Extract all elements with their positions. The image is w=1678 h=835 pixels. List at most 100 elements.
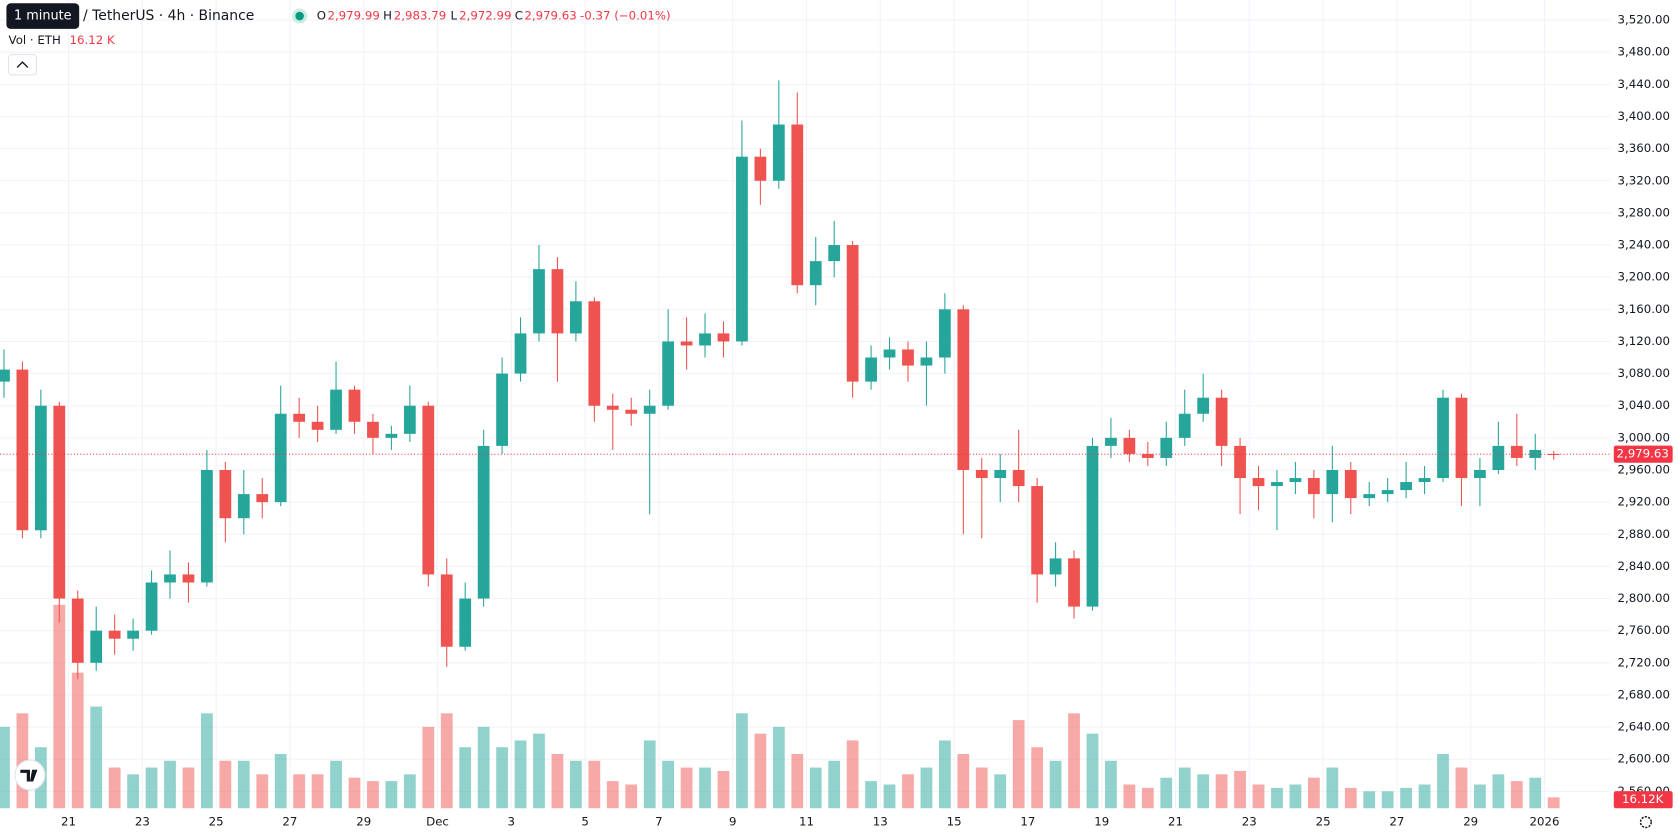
volume-bar <box>643 740 656 809</box>
volume-bar <box>662 760 675 809</box>
candle-body <box>975 469 988 479</box>
settings-icon[interactable] <box>1639 816 1652 829</box>
volume-bar <box>736 713 748 809</box>
volume-bar <box>920 767 933 809</box>
volume-bar <box>1049 760 1062 809</box>
x-tick-label: 23 <box>1242 815 1257 829</box>
volume-bar <box>533 733 545 809</box>
candle-body <box>1326 469 1339 495</box>
grid <box>0 0 1611 809</box>
y-tick-label: 3,160.00 <box>1618 302 1670 316</box>
candle-body <box>994 469 1007 479</box>
volume-bar <box>625 784 638 809</box>
volume-bar <box>293 774 306 809</box>
volume-bar <box>1068 713 1080 809</box>
candle-body <box>201 469 213 583</box>
candle-body <box>920 357 933 366</box>
x-tick-label: 13 <box>873 815 888 829</box>
volume-bar <box>791 753 804 809</box>
volume-bar <box>71 672 84 809</box>
logo-mark <box>20 769 38 782</box>
volume-bar <box>1529 777 1542 809</box>
legend-h: 2,983.79 <box>394 9 446 23</box>
y-tick-label: 2,640.00 <box>1618 720 1670 734</box>
candle-body <box>588 301 601 406</box>
volume-bar <box>1215 774 1228 809</box>
x-tick-label: 27 <box>282 815 297 829</box>
candle-body <box>1197 397 1210 414</box>
candle-body <box>1086 445 1099 607</box>
candle-body <box>1344 469 1357 499</box>
candle-body <box>1012 469 1025 487</box>
y-tick-label: 3,200.00 <box>1618 270 1670 284</box>
candle-body <box>883 349 896 358</box>
volume-bar <box>182 767 195 809</box>
volume-bar <box>311 774 324 809</box>
volume-bar <box>680 767 693 809</box>
x-tick-label: 5 <box>581 815 588 829</box>
y-tick-label: 2,920.00 <box>1618 495 1670 509</box>
volume-bar <box>846 740 859 809</box>
volume-bar <box>570 760 582 809</box>
candle-body <box>736 156 748 342</box>
candle-body <box>551 269 564 334</box>
volume-bar <box>330 760 342 809</box>
candle-body <box>219 469 232 519</box>
candle-body <box>1510 445 1523 458</box>
volume-bar <box>16 713 29 809</box>
volume-bar <box>440 713 453 809</box>
last-volume-tag-bg <box>1613 791 1673 809</box>
candle-body <box>477 445 490 599</box>
volume-bar <box>90 706 103 809</box>
candle-body <box>828 245 841 262</box>
volume-bar <box>237 760 250 809</box>
candle-body <box>1492 445 1505 470</box>
volume-bar <box>53 604 66 809</box>
y-tick-label: 2,840.00 <box>1618 559 1670 573</box>
candle-body <box>1474 469 1486 479</box>
y-tick-label: 3,480.00 <box>1618 45 1670 59</box>
candle-body <box>865 357 877 382</box>
volume-bar <box>1086 733 1099 809</box>
x-tick-label: 15 <box>947 815 962 829</box>
volume-bar <box>219 760 232 809</box>
collapse-button[interactable] <box>8 54 37 76</box>
volume-bar <box>938 740 951 809</box>
x-tick-label: 29 <box>1463 815 1478 829</box>
volume-bar <box>754 733 767 809</box>
volume-bar <box>1160 777 1173 809</box>
y-tick-label: 3,280.00 <box>1618 205 1670 219</box>
y-tick-label: 3,360.00 <box>1618 141 1670 155</box>
volume-bar <box>717 770 730 809</box>
volume-bar <box>348 777 361 809</box>
logo[interactable] <box>14 759 46 791</box>
volume-bar <box>108 767 121 809</box>
status-dot <box>295 11 304 21</box>
volume-bar <box>902 774 914 809</box>
candle-body <box>1252 478 1265 487</box>
volume-bar <box>1105 760 1117 809</box>
x-tick-label: 21 <box>1168 815 1183 829</box>
candle-body <box>0 369 10 382</box>
volume-bar <box>606 781 619 809</box>
x-tick-label: 29 <box>356 815 371 829</box>
candle-body <box>422 405 435 575</box>
candle-body <box>809 261 822 286</box>
volume-bar <box>514 740 527 809</box>
candle-body <box>1031 486 1044 575</box>
volume-bar <box>1234 770 1246 809</box>
candle-body <box>957 309 970 470</box>
volume-bar <box>883 784 896 809</box>
volume-label: Vol · ETH <box>9 33 61 47</box>
candle-body <box>1455 397 1468 479</box>
tooltip-bg <box>6 3 80 29</box>
candle-body <box>717 333 730 342</box>
candle-body <box>164 574 176 583</box>
legend-c: 2,979.63 <box>524 9 576 23</box>
volume-bar <box>256 774 269 809</box>
volume-bar <box>1141 787 1154 809</box>
candle-body <box>1363 494 1376 499</box>
y-tick-label: 2,760.00 <box>1618 623 1670 637</box>
candle-body <box>1381 490 1394 495</box>
